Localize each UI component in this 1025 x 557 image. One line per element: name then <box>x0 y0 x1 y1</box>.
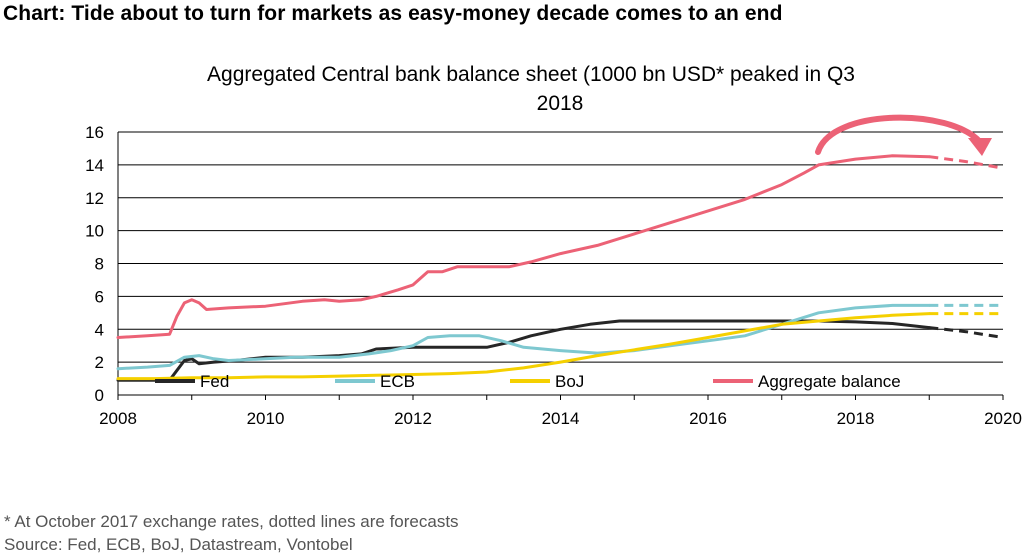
y-tick-label: 16 <box>85 123 104 142</box>
source-note: Source: Fed, ECB, BoJ, Datastream, Vonto… <box>4 535 353 554</box>
legend: Fed ECB BoJ Aggregate balance <box>155 372 901 391</box>
legend-label-boj: BoJ <box>555 372 584 391</box>
y-tick-label: 0 <box>95 386 104 405</box>
series-forecast-aggregate <box>929 155 1004 170</box>
series-line-ecb <box>116 303 931 371</box>
x-tick-label: 2008 <box>99 409 137 428</box>
y-tick-label: 14 <box>85 156 104 175</box>
x-axis: 2008 2010 2012 2014 2016 2018 2020 <box>99 395 1022 428</box>
headline: Chart: Tide about to turn for markets as… <box>3 2 783 25</box>
chart-title-line-1: Aggregated Central bank balance sheet (1… <box>207 63 855 86</box>
y-tick-label: 12 <box>85 189 104 208</box>
legend-label-aggregate: Aggregate balance <box>758 372 901 391</box>
chart-title-line-2: 2018 <box>536 92 584 115</box>
legend-label-fed: Fed <box>200 372 229 391</box>
footnote: * At October 2017 exchange rates, dotted… <box>4 512 459 531</box>
series-line-fed <box>116 319 931 382</box>
series-forecast-fed <box>929 326 1004 339</box>
annotation-arrow-head <box>968 138 992 156</box>
y-tick-label: 6 <box>95 287 104 306</box>
series-lines <box>116 154 1004 382</box>
x-tick-label: 2018 <box>837 409 875 428</box>
x-tick-label: 2012 <box>394 409 432 428</box>
y-axis: 0 2 4 6 8 10 12 14 16 <box>85 123 119 405</box>
series-line-boj <box>116 312 931 381</box>
x-tick-label: 2016 <box>689 409 727 428</box>
y-tick-label: 8 <box>95 255 104 274</box>
legend-label-ecb: ECB <box>380 372 415 391</box>
y-tick-label: 10 <box>85 222 104 241</box>
annotation-arrow-curve <box>815 114 983 155</box>
x-tick-label: 2010 <box>247 409 285 428</box>
x-tick-label: 2014 <box>542 409 580 428</box>
chart-title: Aggregated Central bank balance sheet (1… <box>100 60 1020 118</box>
y-tick-label: 4 <box>95 320 104 339</box>
series-line-aggregate <box>116 154 931 339</box>
annotation-arrow <box>815 114 992 156</box>
y-tick-label: 2 <box>95 353 104 372</box>
x-tick-label: 2020 <box>984 409 1022 428</box>
grid-lines <box>118 131 1003 396</box>
